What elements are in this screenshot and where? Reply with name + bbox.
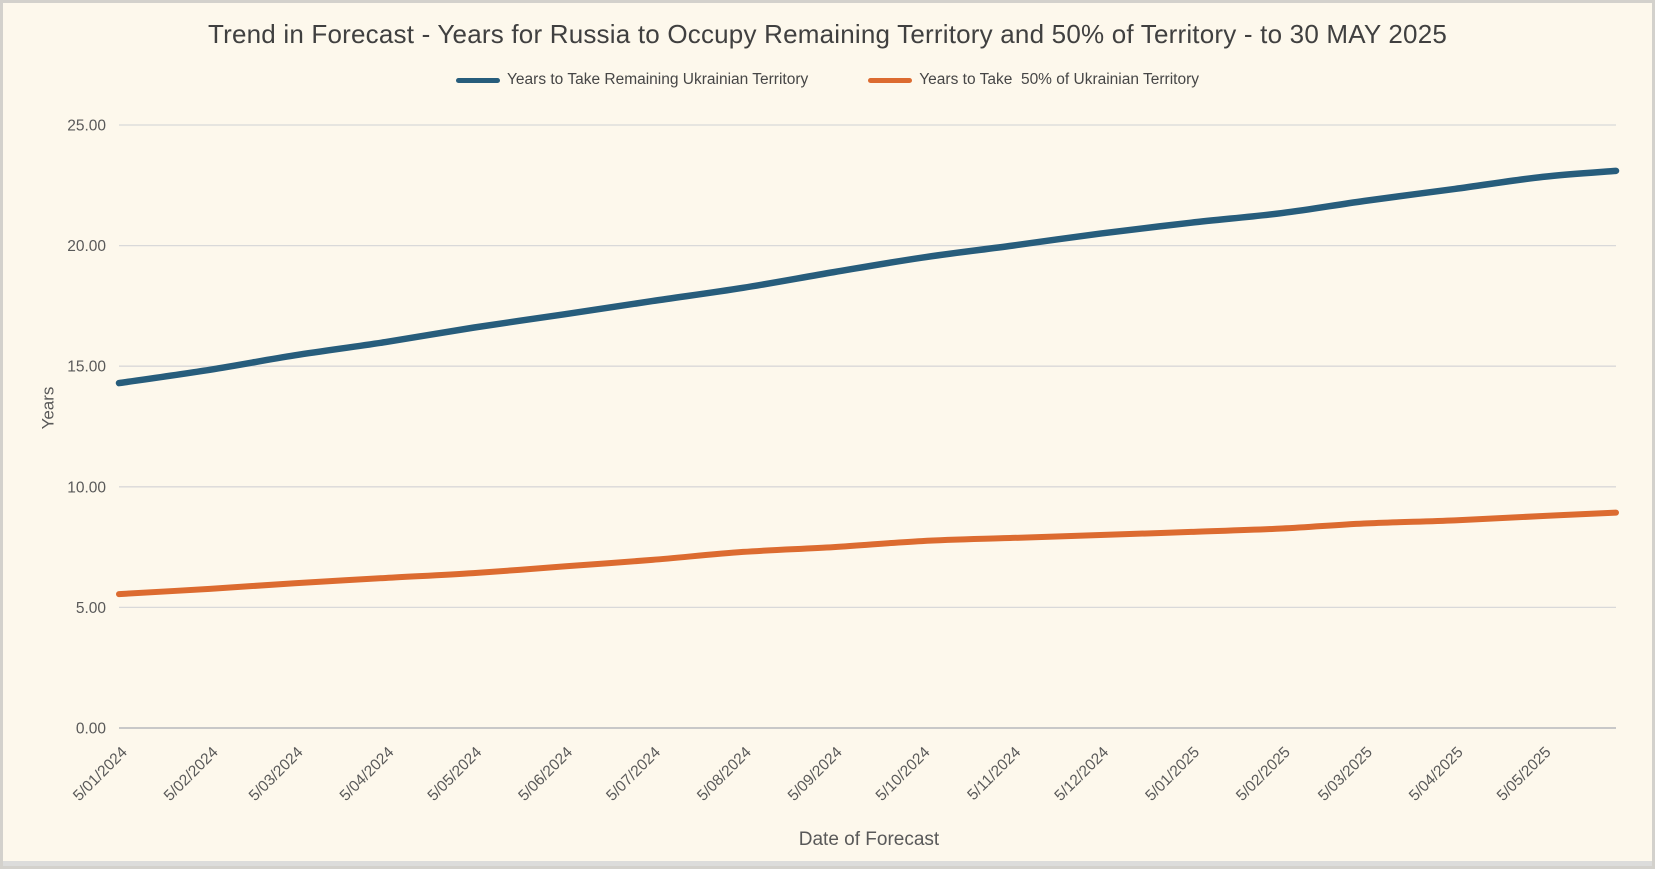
y-axis-title: Years <box>38 386 58 430</box>
series-line-50-percent-territory <box>116 509 1619 598</box>
y-tick-label-0.00: 0.00 <box>76 721 107 738</box>
legend-label: Years to Take 50% of Ukrainian Territory <box>919 71 1199 88</box>
x-tick-label-5/10/2024: 5/10/2024 <box>873 744 934 805</box>
x-tick-label-5/03/2025: 5/03/2025 <box>1315 744 1376 805</box>
x-tick-label-5/07/2024: 5/07/2024 <box>603 744 664 805</box>
x-tick-label-5/06/2024: 5/06/2024 <box>515 744 576 805</box>
x-tick-label-5/11/2024: 5/11/2024 <box>964 744 1024 804</box>
chart-title: Trend in Forecast - Years for Russia to … <box>207 19 1448 49</box>
bottom-scroll-strip <box>3 861 1652 866</box>
y-tick-label-10.00: 10.00 <box>67 479 106 496</box>
legend-swatch-icon <box>456 77 500 83</box>
chart-plot-area: 0.00 5.00 10.00 15.00 20.00 25.00 5/01/2024 5/0… <box>67 118 1620 805</box>
x-tick-label-5/01/2024: 5/01/2024 <box>70 744 131 805</box>
x-axis-title: Date of Forecast <box>798 829 940 850</box>
x-tick-label-5/08/2024: 5/08/2024 <box>694 744 755 805</box>
x-tick-label-5/04/2024: 5/04/2024 <box>337 744 398 805</box>
x-tick-label-5/02/2024: 5/02/2024 <box>161 744 222 805</box>
y-tick-label-20.00: 20.00 <box>67 238 106 255</box>
x-tick-label-5/05/2024: 5/05/2024 <box>425 744 486 805</box>
x-tick-label-5/12/2024: 5/12/2024 <box>1051 744 1112 805</box>
x-tick-label-5/02/2025: 5/02/2025 <box>1233 744 1294 805</box>
chart-legend: Years to Take Remaining Ukrainian Territ… <box>3 71 1652 89</box>
x-tick-label-5/03/2024: 5/03/2024 <box>246 744 307 805</box>
y-tick-label-15.00: 15.00 <box>67 359 106 376</box>
legend-item-remaining-territory: Years to Take Remaining Ukrainian Territ… <box>456 71 808 89</box>
y-tick-label-25.00: 25.00 <box>67 118 106 135</box>
legend-swatch-icon <box>868 77 913 83</box>
y-tick-label-5.00: 5.00 <box>76 600 107 617</box>
series-line-remaining-territory <box>115 167 1620 387</box>
x-tick-label-5/05/2025: 5/05/2025 <box>1494 744 1555 805</box>
x-tick-label-5/04/2025: 5/04/2025 <box>1406 744 1467 805</box>
x-tick-label-5/01/2025: 5/01/2025 <box>1142 744 1203 805</box>
legend-item-50-percent-territory: Years to Take 50% of Ukrainian Territory <box>868 71 1199 89</box>
legend-label: Years to Take Remaining Ukrainian Territ… <box>507 71 809 88</box>
x-tick-label-5/09/2024: 5/09/2024 <box>785 744 846 805</box>
